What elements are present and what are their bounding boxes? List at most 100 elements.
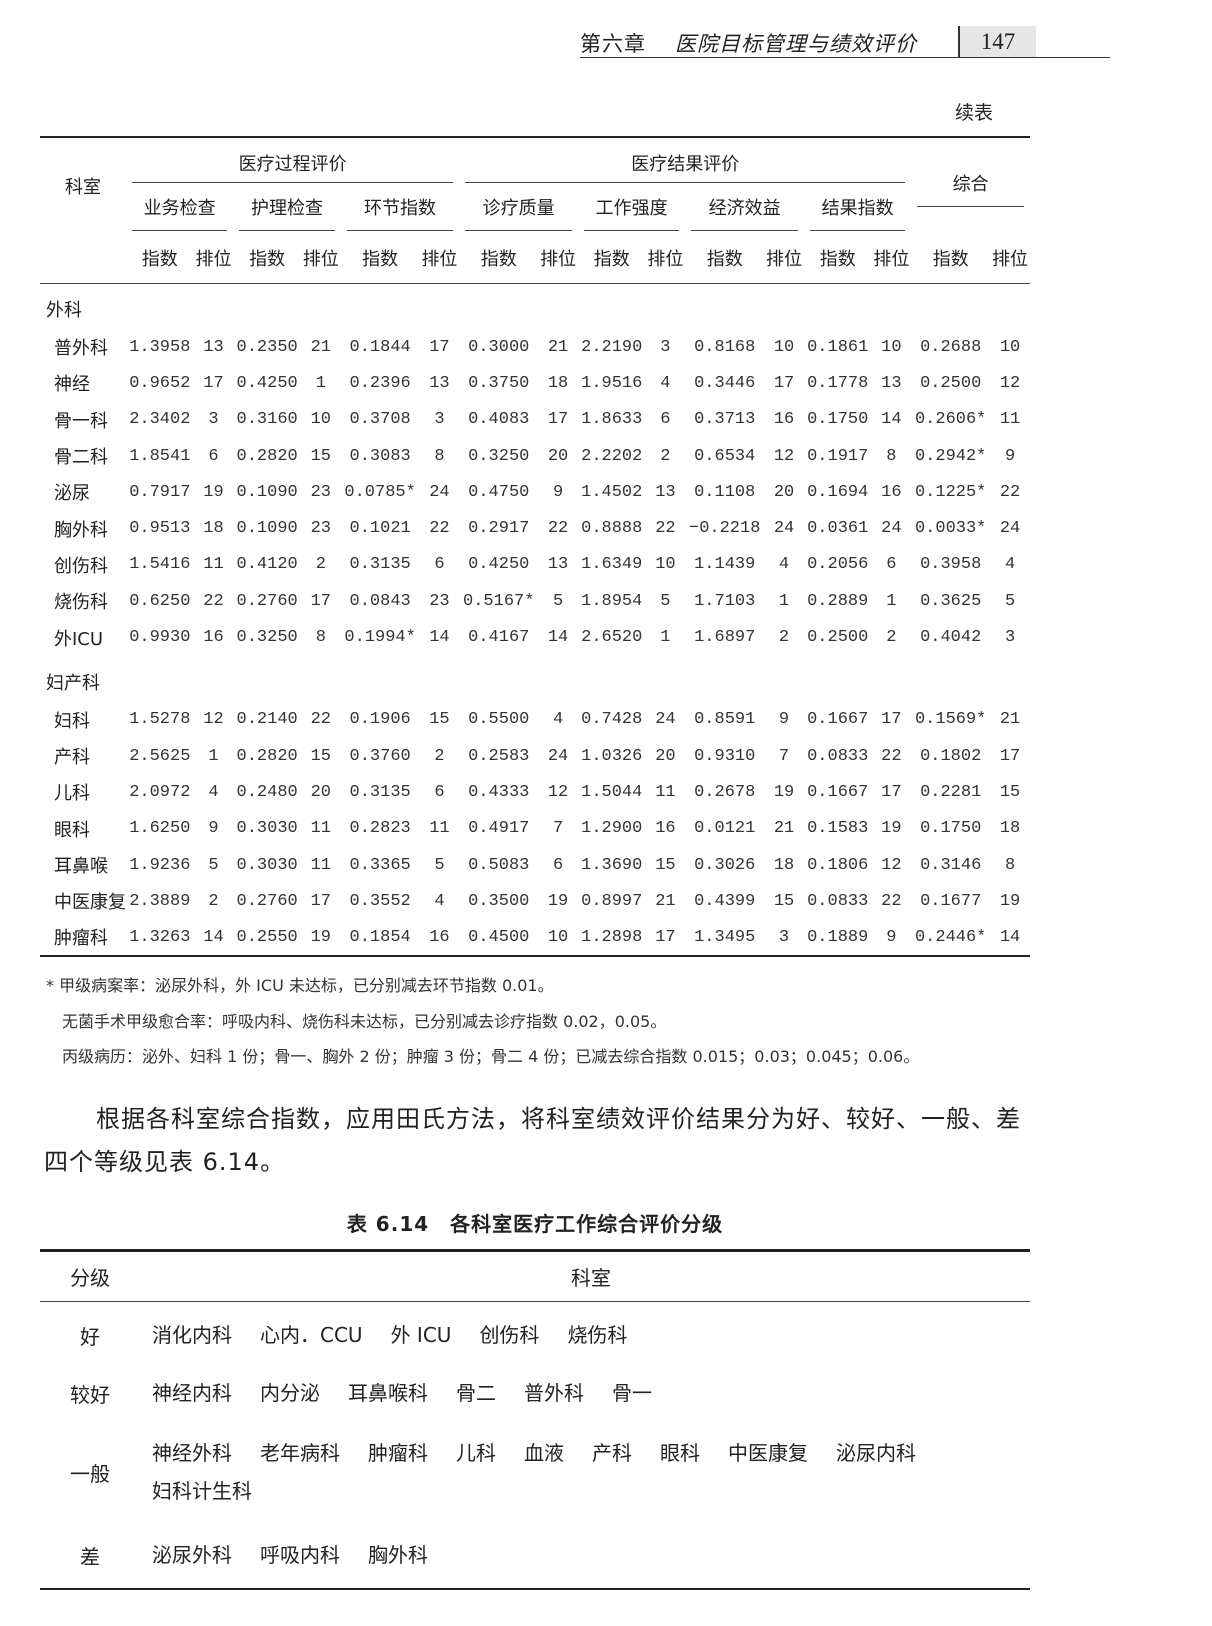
index-cell: 0.1090 xyxy=(236,519,298,539)
table-row: 创伤科 1.5416 11 0.4120 2 0.3135 6 0.4250 13 1.6349 1… xyxy=(40,547,1030,583)
table-row: 妇科 1.5278 12 0.2140 22 0.1906 15 0.5500 4 0.7428 2… xyxy=(40,702,1030,738)
dept-name: 耳鼻喉 xyxy=(54,856,108,877)
rank-cell: 10 xyxy=(655,555,676,575)
rank-cell: 15 xyxy=(773,891,795,911)
index-cell: 0.1906 xyxy=(349,710,411,730)
rank-cell: 13 xyxy=(203,337,224,357)
rank-cell: 4 xyxy=(434,891,445,911)
dept-name: 泌尿 xyxy=(54,483,90,505)
dept-item: 中医康复 xyxy=(728,1441,808,1465)
rank-cell: 18 xyxy=(203,519,224,539)
index-cell: 1.0326 xyxy=(581,746,643,766)
grading-header: 分级 科室 xyxy=(40,1252,1030,1302)
index-cell: 0.8168 xyxy=(694,337,756,357)
grade-label: 差 xyxy=(80,1544,100,1569)
rank-cell: 10 xyxy=(547,927,569,947)
index-cell: 0.0361 xyxy=(807,519,869,539)
index-cell: 1.2898 xyxy=(581,927,643,947)
index-cell: 0.3552 xyxy=(349,891,411,911)
rank-label: 排位 xyxy=(193,233,234,284)
dept-name: 产科 xyxy=(54,747,90,769)
table-row: 普外科 1.3958 13 0.2350 21 0.1844 17 0.3000 21 2.219… xyxy=(40,329,1030,365)
index-cell: 0.2500 xyxy=(920,373,982,393)
rank-cell: 5 xyxy=(660,591,671,611)
index-cell: 1.3690 xyxy=(581,855,643,875)
index-cell: 0.4333 xyxy=(468,782,530,802)
index-cell: 0.7917 xyxy=(129,482,191,502)
index-cell: 0.2446* xyxy=(914,927,987,947)
index-cell: 0.3250 xyxy=(468,446,530,466)
dept-item: 呼吸内科 xyxy=(260,1543,340,1567)
rank-cell: 12 xyxy=(999,373,1021,393)
continued-label: 续表 xyxy=(955,102,994,124)
grade-label: 好 xyxy=(80,1324,100,1349)
rank-cell: 22 xyxy=(655,519,676,539)
index-cell: 0.2678 xyxy=(694,782,756,802)
index-cell: 0.1667 xyxy=(807,710,869,730)
dept-name: 中医康复 xyxy=(54,892,126,914)
dept-name: 普外科 xyxy=(54,338,108,360)
rank-cell: 17 xyxy=(203,373,224,393)
table-row: 泌尿 0.7917 19 0.1090 23 0.0785* 24 0.4750 9 1.4502… xyxy=(40,474,1030,510)
grading-row: 好 消化内科 心内．CCU 外 ICU 创伤科 烧伤科 xyxy=(40,1302,1030,1364)
table-row: 中医康复 2.3889 2 0.2760 17 0.3552 4 0.3500 19 0.8997… xyxy=(40,883,1030,919)
index-cell: 2.0972 xyxy=(129,782,191,802)
rank-cell: 12 xyxy=(773,446,795,466)
rank-cell: 9 xyxy=(1004,446,1016,466)
index-cell: 0.9310 xyxy=(694,746,756,766)
index-cell: 0.2889 xyxy=(807,591,869,611)
index-cell: 0.2820 xyxy=(236,446,298,466)
index-cell: 0.2396 xyxy=(349,373,411,393)
rank-cell: 9 xyxy=(208,819,219,839)
index-cell: 1.9516 xyxy=(581,373,643,393)
rank-cell: 22 xyxy=(310,710,332,730)
index-cell: 0.2350 xyxy=(236,337,298,357)
rank-cell: 22 xyxy=(881,891,902,911)
rank-cell: 11 xyxy=(429,819,450,839)
index-cell: 1.6349 xyxy=(581,555,643,575)
table-row: 产科 2.5625 1 0.2820 15 0.3760 2 0.2583 24 1.0326 20… xyxy=(40,738,1030,774)
dept-item: 内分泌 xyxy=(260,1381,320,1405)
index-cell: 1.4502 xyxy=(581,482,643,502)
index-cell: 2.5625 xyxy=(129,746,191,766)
rank-cell: 16 xyxy=(429,927,450,947)
index-cell: 1.5044 xyxy=(581,782,643,802)
rank-cell: 2 xyxy=(778,628,790,648)
subheader: 工作强度 xyxy=(578,185,685,233)
index-cell: 0.1889 xyxy=(807,927,869,947)
rank-cell: 15 xyxy=(310,746,332,766)
rank-cell: 4 xyxy=(1004,555,1016,575)
rank-cell: 14 xyxy=(203,927,224,947)
index-label: 指数 xyxy=(911,233,991,284)
index-cell: 0.3708 xyxy=(349,410,411,430)
index-cell: 0.4042 xyxy=(920,628,982,648)
dept-name: 妇科 xyxy=(54,710,90,732)
index-cell: 0.1750 xyxy=(920,819,982,839)
rank-cell: 22 xyxy=(999,482,1021,502)
grade-label: 一般 xyxy=(70,1461,110,1486)
index-cell: 1.6250 xyxy=(129,819,191,839)
index-cell: 0.1569* xyxy=(914,710,987,730)
index-cell: 0.2917 xyxy=(468,519,530,539)
index-cell: 0.5167* xyxy=(463,591,535,611)
index-cell: 0.3625 xyxy=(920,591,982,611)
rank-cell: 13 xyxy=(547,555,569,575)
dept-item: 泌尿外科 xyxy=(152,1543,232,1567)
rank-cell: 8 xyxy=(1004,855,1016,875)
index-cell: 0.3026 xyxy=(694,855,756,875)
rank-cell: 17 xyxy=(773,373,795,393)
index-cell: 0.2583 xyxy=(468,746,530,766)
rank-cell: 15 xyxy=(429,710,450,730)
rank-cell: 12 xyxy=(881,855,902,875)
index-cell: 0.2688 xyxy=(920,337,982,357)
group-result: 医疗结果评价 xyxy=(459,137,911,185)
rank-cell: 20 xyxy=(547,446,569,466)
dept-name: 肿瘤科 xyxy=(54,928,108,950)
rank-cell: 1 xyxy=(886,591,897,611)
index-cell: 0.2820 xyxy=(236,746,298,766)
index-cell: 1.5278 xyxy=(129,710,191,730)
index-cell: 0.4167 xyxy=(468,628,530,648)
rank-cell: 18 xyxy=(773,855,795,875)
rank-cell: 15 xyxy=(655,855,676,875)
index-cell: 0.0833 xyxy=(807,746,869,766)
